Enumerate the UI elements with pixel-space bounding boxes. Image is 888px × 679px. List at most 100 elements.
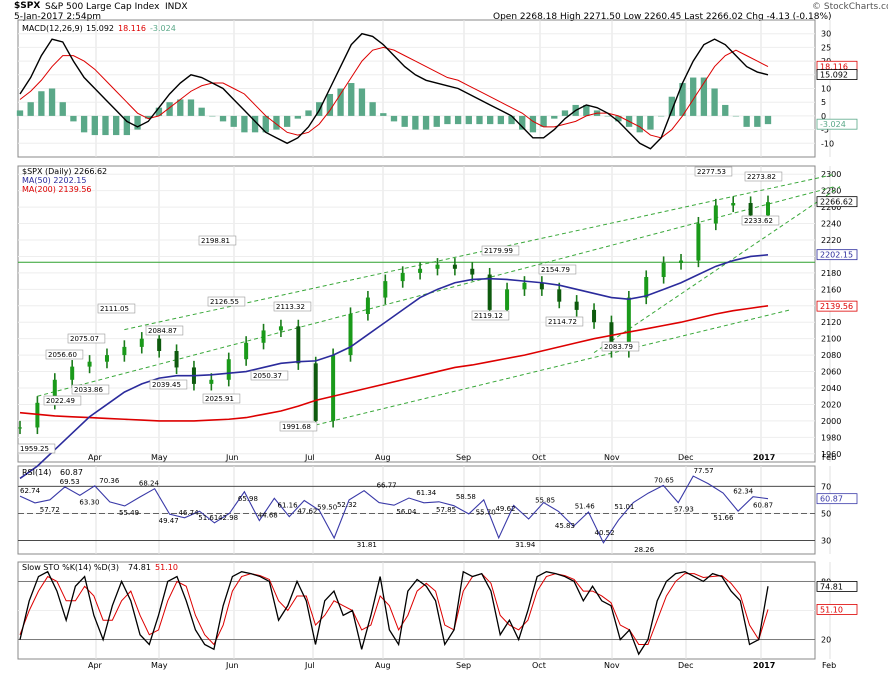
macd-histogram-bar (487, 115, 494, 125)
price-candle (418, 268, 423, 273)
price-tick-label: 2160 (821, 285, 841, 294)
macd-histogram-bar (561, 110, 569, 116)
price-annotation: 1991.68 (282, 423, 311, 431)
rsi-annotation: 58.58 (456, 493, 476, 501)
price-annotation: 2119.12 (474, 312, 503, 320)
macd-histogram-bar (476, 115, 483, 125)
price-annotation: 2084.87 (148, 327, 177, 335)
rsi-annotation: 60.87 (753, 502, 773, 510)
month-label: Feb (822, 453, 836, 462)
price-annotation-box (273, 301, 312, 312)
macd-tick-label: -5 (821, 126, 829, 135)
price-candle (731, 203, 736, 206)
price-candle (261, 330, 266, 343)
price-annotation: 2126.55 (210, 298, 239, 306)
month-label: Apr (88, 453, 103, 462)
rsi-annotation: 51.66 (713, 514, 734, 522)
price-annotation: 2025.91 (205, 395, 234, 403)
price-tick-label: 2060 (821, 368, 841, 377)
price-candle (122, 346, 127, 356)
price-annotation: 2033.86 (74, 386, 103, 394)
rsi-legend-name: RSI(14) (22, 468, 51, 477)
rsi-annotation: 47.62 (297, 508, 317, 516)
price-candle (226, 359, 231, 380)
month-label: Sep (456, 661, 471, 670)
macd-tick-label: 0 (821, 112, 826, 121)
price-annotation-box (279, 421, 318, 432)
rsi-annotation: 61.16 (278, 501, 299, 509)
macd-histogram-bar (283, 115, 291, 127)
macd-histogram-bar (764, 115, 772, 125)
macd-histogram-bar (273, 115, 280, 130)
price-candle (522, 282, 527, 290)
month-label: Nov (604, 453, 620, 462)
macd-histogram-bar (123, 115, 131, 136)
price-annotation: 2114.72 (548, 318, 577, 326)
rsi-annotation: 77.57 (694, 467, 714, 475)
price-annotation: 2039.45 (152, 381, 181, 389)
month-label: 2017 (753, 661, 775, 670)
macd-histogram-bar (102, 115, 109, 136)
watermark: © StockCharts.com (812, 2, 888, 12)
rsi-annotation: 65.98 (238, 495, 258, 503)
macd-last-macd-box (816, 69, 858, 80)
macd-histogram-bar (519, 115, 526, 130)
price-annotation: 2056.60 (48, 351, 77, 359)
rsi-annotation: 69.53 (60, 478, 80, 486)
price-candle (296, 326, 301, 364)
price-candle (278, 326, 283, 331)
rsi-annotation: 40.52 (595, 529, 615, 537)
price-candle (244, 342, 249, 360)
price-annotation: 2022.49 (46, 397, 75, 405)
macd-tick-label: 25 (821, 43, 831, 52)
price-candle (174, 351, 179, 368)
macd-histogram-bar (113, 115, 120, 136)
macd-histogram-bar (187, 99, 195, 116)
price-tick-label: 2020 (821, 400, 841, 409)
macd-histogram-bar (251, 115, 259, 133)
macd-histogram-bar (679, 83, 686, 116)
macd-histogram-bar (551, 115, 558, 119)
price-tick-label: 2240 (821, 220, 841, 229)
macd-legend-value: -3.024 (150, 24, 176, 33)
price-candle (139, 338, 144, 347)
sto-legend-value: 51.10 (155, 563, 178, 572)
date-line: 5-Jan-2017 2:54pm (14, 12, 102, 22)
price-candle (609, 322, 614, 351)
sto-legend-name: Slow STO %K(14) %D(3) (22, 563, 119, 572)
month-label: Jul (304, 453, 315, 462)
rsi-annotation: 62.34 (733, 488, 754, 496)
rsi-tick-label: 30 (821, 536, 831, 545)
price-candle (644, 277, 649, 298)
month-label: 2017 (753, 453, 775, 462)
macd-histogram-bar (529, 115, 537, 133)
price-tick-label: 1980 (821, 433, 841, 442)
rsi-annotation: 70.65 (654, 476, 674, 484)
sto-last-k: 74.81 (820, 582, 843, 591)
rsi-annotation: 57.85 (436, 506, 456, 514)
lower-channel-line (315, 309, 791, 426)
macd-histogram-bar (219, 115, 227, 122)
macd-histogram-bar (657, 115, 665, 117)
price-tick-label: 2080 (821, 351, 841, 360)
price-annotation: 2113.32 (276, 303, 305, 311)
macd-histogram-bar (497, 115, 505, 125)
price-candle (505, 289, 510, 310)
macd-legend-value: 15.092 (86, 24, 114, 33)
price-candle (713, 205, 718, 224)
rsi-tick-label: 50 (821, 509, 831, 518)
macd-histogram-bar (647, 115, 654, 130)
price-annotation: 2277.53 (697, 168, 726, 176)
price-candle (679, 260, 684, 264)
price-tick-label: 2260 (821, 203, 841, 212)
rsi-annotation: 57.72 (40, 506, 60, 514)
sto-k-line (19, 570, 769, 656)
rsi-annotation: 44.68 (258, 512, 278, 520)
rsi-annotation: 61.34 (416, 489, 437, 497)
price-candle (626, 297, 631, 351)
macd-histogram-bar (508, 115, 515, 125)
macd-histogram-bar (348, 83, 355, 116)
sto-last-d: 51.10 (820, 605, 843, 614)
macd-histogram-bar (209, 115, 216, 117)
macd-histogram-bar (690, 77, 697, 116)
